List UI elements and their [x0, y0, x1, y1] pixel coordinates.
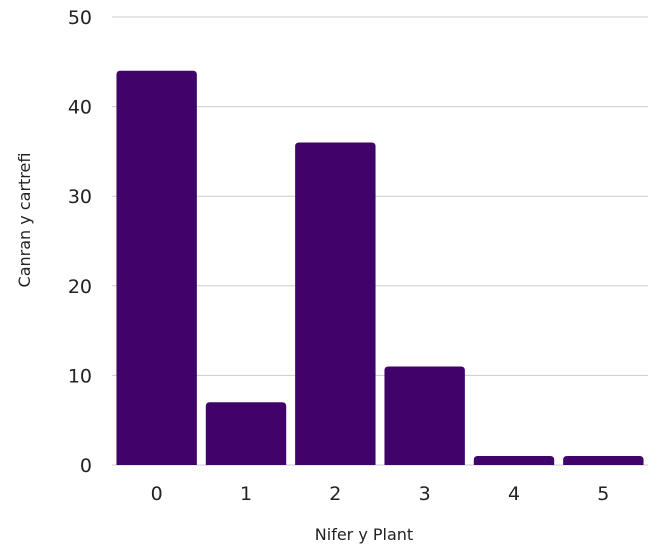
x-axis-title: Nifer y Plant	[315, 525, 413, 544]
y-tick-label: 0	[80, 455, 92, 477]
bar-3	[384, 366, 465, 465]
y-tick-label: 10	[68, 365, 92, 387]
x-tick-label: 5	[597, 483, 609, 505]
y-tick-labels: 0 10 20 30 40 50	[68, 7, 92, 477]
x-tick-label: 0	[151, 483, 163, 505]
y-tick-label: 30	[68, 186, 92, 208]
x-tick-labels: 0 1 2 3 4 5	[151, 483, 610, 505]
x-tick-label: 4	[508, 483, 520, 505]
y-tick-label: 40	[68, 97, 92, 119]
bar-2	[295, 142, 376, 465]
bar-4	[473, 456, 555, 465]
x-tick-label: 1	[240, 483, 252, 505]
bars	[116, 70, 644, 465]
bar-5	[563, 456, 644, 465]
y-tick-label: 20	[68, 276, 92, 298]
x-tick-label: 2	[329, 483, 341, 505]
gridlines	[112, 16, 648, 466]
bar-0	[116, 70, 197, 465]
y-axis-title: Canran y cartrefi	[15, 153, 34, 288]
bar-1	[205, 402, 287, 465]
y-tick-label: 50	[68, 7, 92, 29]
x-tick-label: 3	[419, 483, 431, 505]
